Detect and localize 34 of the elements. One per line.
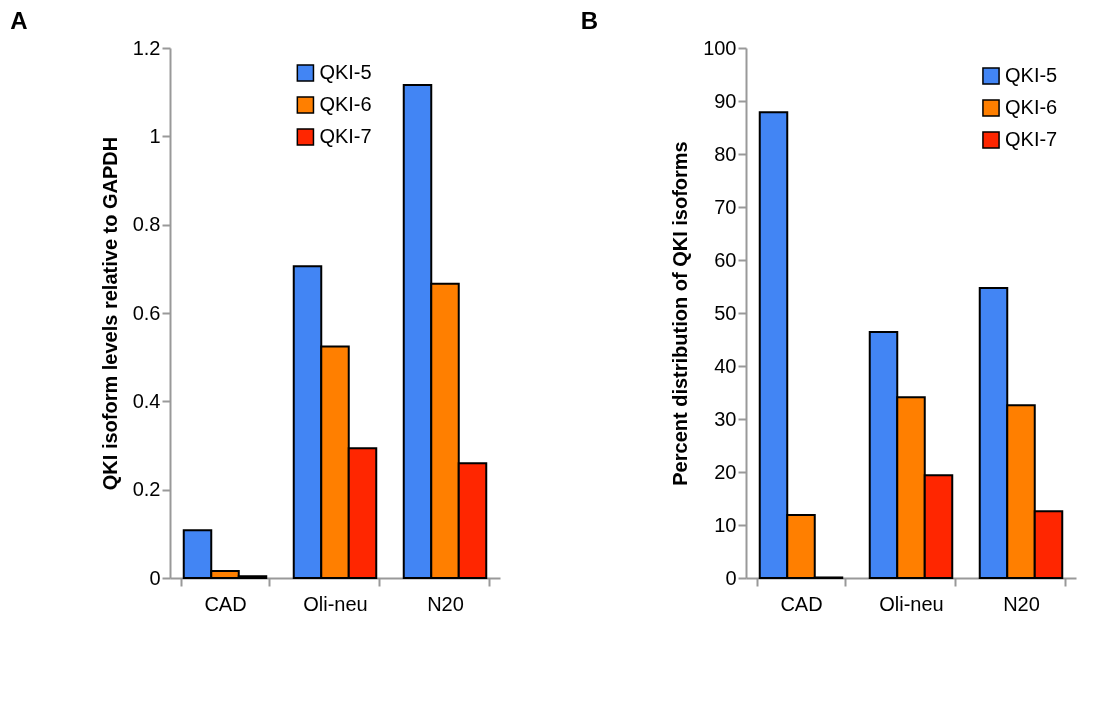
x-tick-label: CAD: [780, 592, 823, 615]
x-tick-label: N20: [1003, 592, 1040, 615]
y-tick-label: 0.2: [132, 478, 161, 501]
y-tick-label: 50: [714, 301, 737, 324]
y-tick-label: 80: [714, 142, 737, 165]
y-tick-label: 40: [714, 354, 737, 377]
y-tick-label: 70: [714, 195, 737, 218]
y-tick-label: 60: [714, 248, 737, 271]
legend-label: QKI-7: [1005, 128, 1058, 150]
y-tick-label: 90: [714, 89, 737, 112]
y-axis-title: Percent distribution of QKI isoforms: [669, 141, 692, 486]
y-axis-title: QKI isoform levels relative to GAPDH: [98, 136, 121, 491]
y-tick-label: 0: [725, 566, 737, 589]
legend-label: QKI-5: [319, 61, 372, 83]
y-tick-label: 0.6: [132, 301, 161, 324]
legend-label: QKI-6: [1005, 96, 1058, 118]
x-tick-label: CAD: [204, 592, 247, 615]
chart-title: B: [580, 7, 598, 34]
y-tick-label: 10: [714, 513, 737, 536]
y-tick-label: 1: [149, 124, 161, 147]
y-tick-label: 100: [703, 36, 737, 59]
legend-label: QKI-6: [319, 93, 372, 115]
x-tick-label: Oli-neu: [303, 592, 368, 615]
chart-title: A: [10, 7, 28, 34]
y-tick-label: 20: [714, 460, 737, 483]
y-tick-label: 0.8: [132, 213, 161, 236]
x-tick-label: Oli-neu: [879, 592, 944, 615]
legend-label: QKI-7: [319, 125, 372, 147]
x-tick-label: N20: [427, 592, 464, 615]
legend-label: QKI-5: [1005, 64, 1058, 86]
y-tick-label: 0: [149, 566, 161, 589]
y-tick-label: 1.2: [132, 36, 161, 59]
y-tick-label: 30: [714, 407, 737, 430]
y-tick-label: 0.4: [132, 389, 161, 412]
